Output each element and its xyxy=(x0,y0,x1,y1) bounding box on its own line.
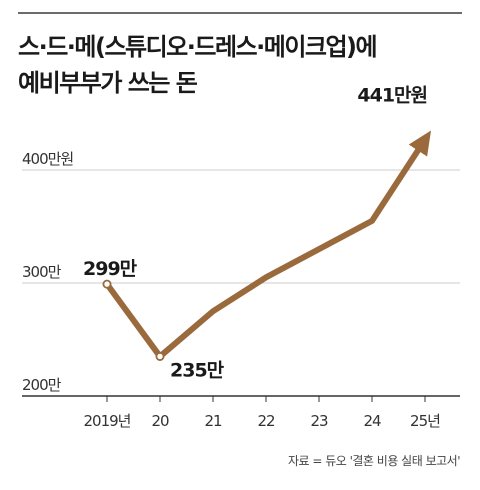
data-label: 235만 xyxy=(170,359,225,381)
title-rule xyxy=(18,12,462,14)
series-line xyxy=(104,130,432,361)
x-tick-label: 2019년 xyxy=(84,412,131,430)
y-tick-label: 200만 xyxy=(22,376,62,394)
x-tick-label: 21 xyxy=(204,412,222,430)
x-tick-label: 25년 xyxy=(410,412,440,430)
source-note: 자료 = 듀오 '결혼 비용 실태 보고서' xyxy=(287,454,461,468)
data-label: 441만원 xyxy=(357,85,427,107)
y-tick-label: 300만 xyxy=(22,263,62,281)
data-point xyxy=(155,351,165,361)
x-tick-label: 24 xyxy=(363,412,381,430)
chart-title-line-2: 예비부부가 쓰는 돈 xyxy=(18,69,198,97)
x-tick-label: 20 xyxy=(151,412,169,430)
data-point xyxy=(102,279,112,289)
data-label: 299만 xyxy=(83,258,138,280)
y-tick-label: 400만원 xyxy=(22,150,73,168)
x-tick-label: 23 xyxy=(310,412,328,430)
chart-title-line-1: 스·드·메(스튜디오·드레스·메이크업)에 xyxy=(18,33,378,61)
x-tick-label: 22 xyxy=(257,412,275,430)
